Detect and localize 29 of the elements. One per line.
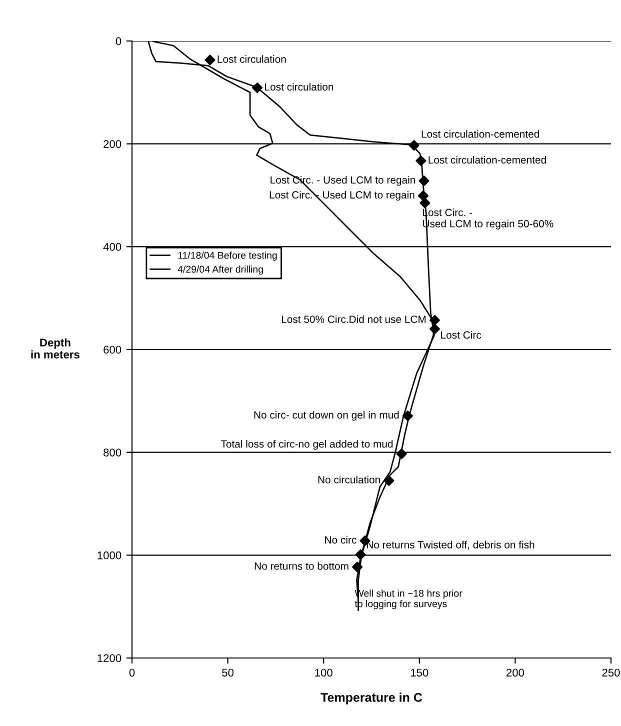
y-tick-label: 400 xyxy=(103,242,122,251)
annotation: Lost circulation xyxy=(265,82,334,91)
annotation: No circ xyxy=(325,536,356,544)
x-tick-label: 250 xyxy=(602,668,620,677)
y-axis-title: Depth in meters xyxy=(31,338,80,358)
y-tick-label: 800 xyxy=(104,448,122,456)
legend-label: 4/29/04 After drilling xyxy=(178,266,263,275)
x-tick-label: 0 xyxy=(129,668,135,677)
x-axis-title: Temperature in C xyxy=(320,692,422,704)
annotation: Lost circulation xyxy=(218,55,286,63)
annotation: No circ- cut down on gel in mud xyxy=(254,410,399,421)
annotation: Lost Circ. - Used LCM to regain xyxy=(270,190,414,201)
x-tick-label: 100 xyxy=(315,668,332,677)
y-tick-label: 200 xyxy=(104,140,122,148)
annotation: Lost circulation-cemented xyxy=(428,156,546,164)
y-tick-label: 1200 xyxy=(98,654,122,662)
annotation: Total loss of circ-no gel added to mud xyxy=(220,440,393,450)
y-tick-label: 0 xyxy=(116,37,122,46)
annotation: No returns to bottom xyxy=(254,562,348,570)
x-tick-label: 50 xyxy=(222,668,234,677)
annotation: No circulation xyxy=(318,476,380,484)
x-tick-label: 150 xyxy=(410,668,428,677)
annotation: Lost circulation-cemented xyxy=(422,130,539,138)
annotation: Lost Circ xyxy=(441,331,482,339)
y-tick-label: 600 xyxy=(104,346,122,354)
x-tick-label: 200 xyxy=(506,668,524,677)
y-tick-label: 1000 xyxy=(98,551,122,560)
legend-label: 11/18/04 Before testing xyxy=(178,252,277,261)
annotation: Lost 50% Circ.Did not use LCM xyxy=(282,315,426,323)
